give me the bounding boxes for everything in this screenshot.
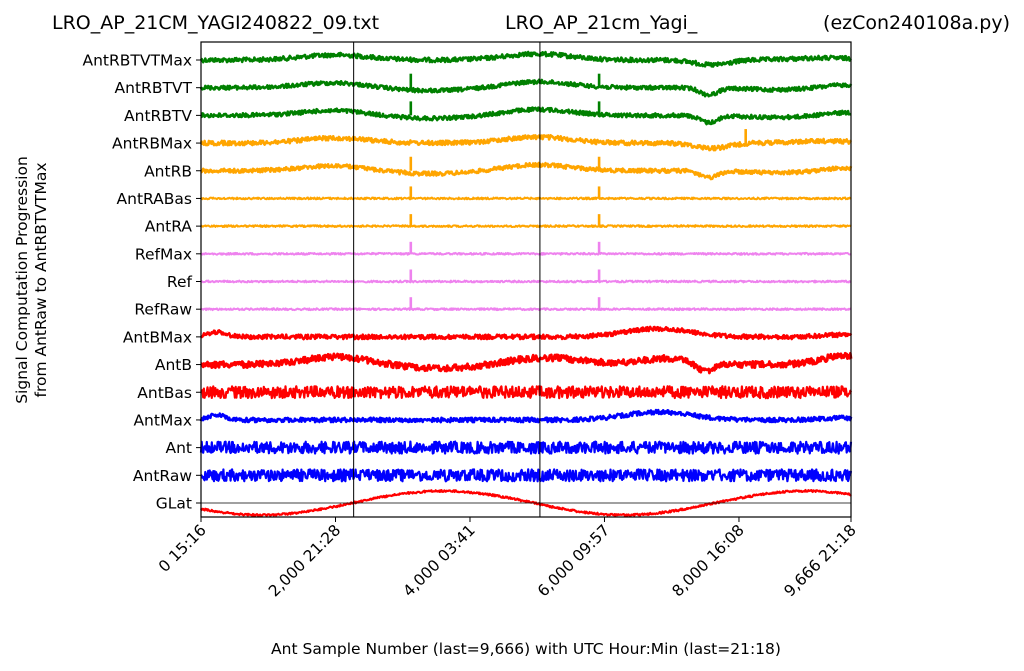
series-line-RefRaw — [200, 307, 852, 312]
series-line-AntRBTV — [200, 106, 852, 126]
x-tick-label-4: 8,000 16:08 — [669, 521, 748, 600]
y-tick-label-AntBMax: AntBMax — [123, 328, 192, 346]
y-tick-label-AntRaw: AntRaw — [133, 467, 192, 485]
y-tick-label-AntRB: AntRB — [144, 162, 192, 180]
y-tick-label-AntRA: AntRA — [145, 218, 193, 236]
series-line-AntRBMax — [199, 134, 853, 152]
series-line-AntRA — [200, 224, 852, 228]
series-line-GLat — [199, 488, 852, 518]
series-line-RefMax — [200, 251, 852, 256]
y-tick-label-RefRaw: RefRaw — [134, 301, 192, 319]
y-tick-label-AntMax: AntMax — [133, 411, 192, 429]
plot-frame — [200, 41, 852, 518]
y-axis-label-line2: from AntRaw to AntRBTVTMax — [32, 162, 50, 397]
x-tick-label-2: 4,000 03:41 — [400, 521, 479, 600]
plot-series — [199, 42, 853, 518]
y-axis-label-line1: Signal Computation Progression — [13, 156, 31, 404]
series-line-AntBMax — [199, 325, 853, 341]
y-tick-label-GLat: GLat — [156, 495, 192, 513]
x-tick-label-5: 9,666 21:18 — [781, 521, 860, 600]
x-tick-label-1: 2,000 21:28 — [265, 521, 344, 600]
x-tick-labels: 0 15:16 2,000 21:28 4,000 03:41 6,000 09:57… — [155, 517, 860, 600]
series-line-AntRBTVTMax — [199, 50, 852, 68]
x-tick-label-3: 6,000 09:57 — [534, 521, 613, 600]
series-line-AntMax — [199, 408, 853, 424]
series-line-AntBas — [200, 385, 853, 400]
y-tick-label-AntRBMax: AntRBMax — [112, 135, 192, 153]
chart-title-center: LRO_AP_21cm_Yagi_ — [505, 12, 698, 34]
chart-title-left: LRO_AP_21CM_YAGI240822_09.txt — [52, 12, 379, 34]
series-line-AntRBTVT — [199, 78, 853, 98]
y-tick-label-Ant: Ant — [165, 439, 192, 457]
y-tick-label-AntRBTVT: AntRBTVT — [115, 79, 193, 97]
y-tick-label-AntB: AntB — [155, 356, 192, 374]
y-tick-label-AntRABas: AntRABas — [117, 190, 192, 208]
chart-title-right: (ezCon240108a.py) — [823, 12, 1010, 34]
series-line-Ant — [199, 440, 853, 455]
x-axis-label: Ant Sample Number (last=9,666) with UTC … — [271, 640, 781, 658]
y-tick-label-AntBas: AntBas — [137, 384, 192, 402]
series-line-Ref — [200, 279, 852, 284]
y-tick-label-AntRBTV: AntRBTV — [124, 107, 192, 125]
y-tick-label-RefMax: RefMax — [135, 245, 192, 263]
y-tick-labels: AntRBTVTMax AntRBTVT AntRBTV AntRBMax AntRB A… — [83, 52, 201, 513]
series-line-AntRaw — [200, 468, 853, 483]
series-line-AntRABas — [200, 196, 852, 201]
y-tick-label-AntRBTVTMax: AntRBTVTMax — [83, 52, 193, 70]
x-tick-label-0: 0 15:16 — [155, 521, 210, 576]
series-line-AntB — [200, 351, 853, 375]
y-tick-label-Ref: Ref — [167, 273, 193, 291]
series-line-AntRB — [200, 161, 853, 181]
